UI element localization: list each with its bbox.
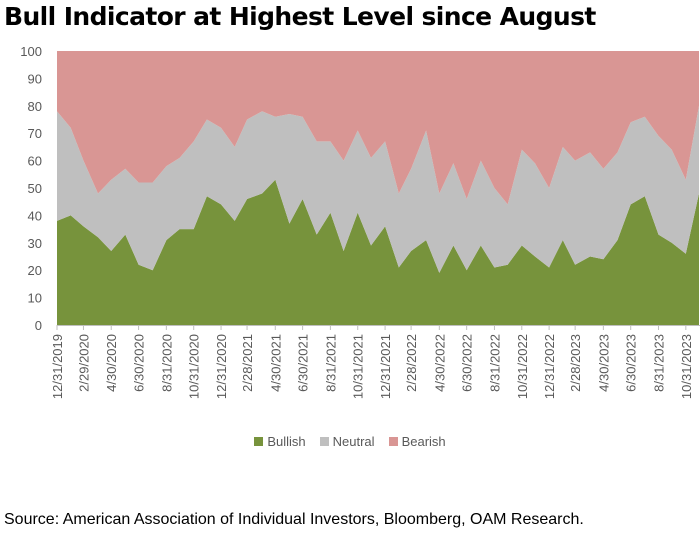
x-tick-label: 6/30/2023 <box>624 334 639 392</box>
x-tick-label: 12/31/2020 <box>214 334 229 399</box>
y-tick-label: 0 <box>35 318 42 333</box>
y-tick-label: 50 <box>28 181 42 196</box>
legend: Bullish Neutral Bearish <box>0 434 700 449</box>
legend-swatch <box>254 437 264 446</box>
legend-label: Bullish <box>267 434 306 449</box>
x-tick-label: 12/31/2019 <box>50 334 65 399</box>
x-tick-label: 12/31/2022 <box>542 334 557 399</box>
x-tick-label: 4/30/2022 <box>432 334 447 392</box>
y-tick-label: 20 <box>28 263 42 278</box>
x-tick-label: 10/31/2020 <box>187 334 202 399</box>
y-tick-label: 80 <box>28 99 42 114</box>
chart-title: Bull Indicator at Highest Level since Au… <box>4 2 596 31</box>
y-tick-label: 30 <box>28 236 42 251</box>
area-bearish <box>57 51 699 205</box>
x-tick-label: 6/30/2020 <box>132 334 147 392</box>
x-tick-label: 10/31/2022 <box>515 334 530 399</box>
y-tick-label: 70 <box>28 126 42 141</box>
y-tick-label: 90 <box>28 71 42 86</box>
legend-swatch <box>319 437 329 446</box>
y-tick-label: 60 <box>28 154 42 169</box>
x-tick-label: 10/31/2023 <box>679 334 694 399</box>
x-tick-label: 6/30/2022 <box>460 334 475 392</box>
legend-item-neutral: Neutral <box>319 434 375 449</box>
x-tick-label: 8/31/2020 <box>159 334 174 392</box>
x-tick-label: 2/28/2023 <box>568 334 583 392</box>
area-neutral <box>57 105 699 273</box>
y-tick-label: 10 <box>28 291 42 306</box>
area-bullish <box>57 179 699 325</box>
x-tick-label: 4/30/2020 <box>104 334 119 392</box>
x-tick-label: 4/30/2023 <box>596 334 611 392</box>
legend-label: Bearish <box>401 434 446 449</box>
legend-swatch <box>388 437 398 446</box>
x-tick-label: 2/28/2021 <box>240 334 255 392</box>
legend-item-bullish: Bullish <box>254 434 306 449</box>
legend-label: Neutral <box>332 434 375 449</box>
x-tick-label: 2/29/2020 <box>76 334 91 392</box>
x-tick-label: 8/31/2021 <box>323 334 338 392</box>
legend-item-bearish: Bearish <box>388 434 446 449</box>
x-tick-label: 12/31/2021 <box>378 334 393 399</box>
y-tick-label: 40 <box>28 208 42 223</box>
x-tick-label: 6/30/2021 <box>296 334 311 392</box>
x-tick-label: 10/31/2021 <box>351 334 366 399</box>
x-tick-label: 8/31/2022 <box>487 334 502 392</box>
stacked-area-chart: 0 10 20 30 40 50 60 70 80 90 100 12/31/2019 2/29/202… <box>20 44 700 399</box>
x-tick-label: 4/30/2021 <box>268 334 283 392</box>
source-note: Source: American Association of Individu… <box>4 511 584 528</box>
x-tick-label: 8/31/2023 <box>651 334 666 392</box>
x-tick-label: 2/28/2022 <box>404 334 419 392</box>
y-tick-label: 100 <box>20 44 42 59</box>
